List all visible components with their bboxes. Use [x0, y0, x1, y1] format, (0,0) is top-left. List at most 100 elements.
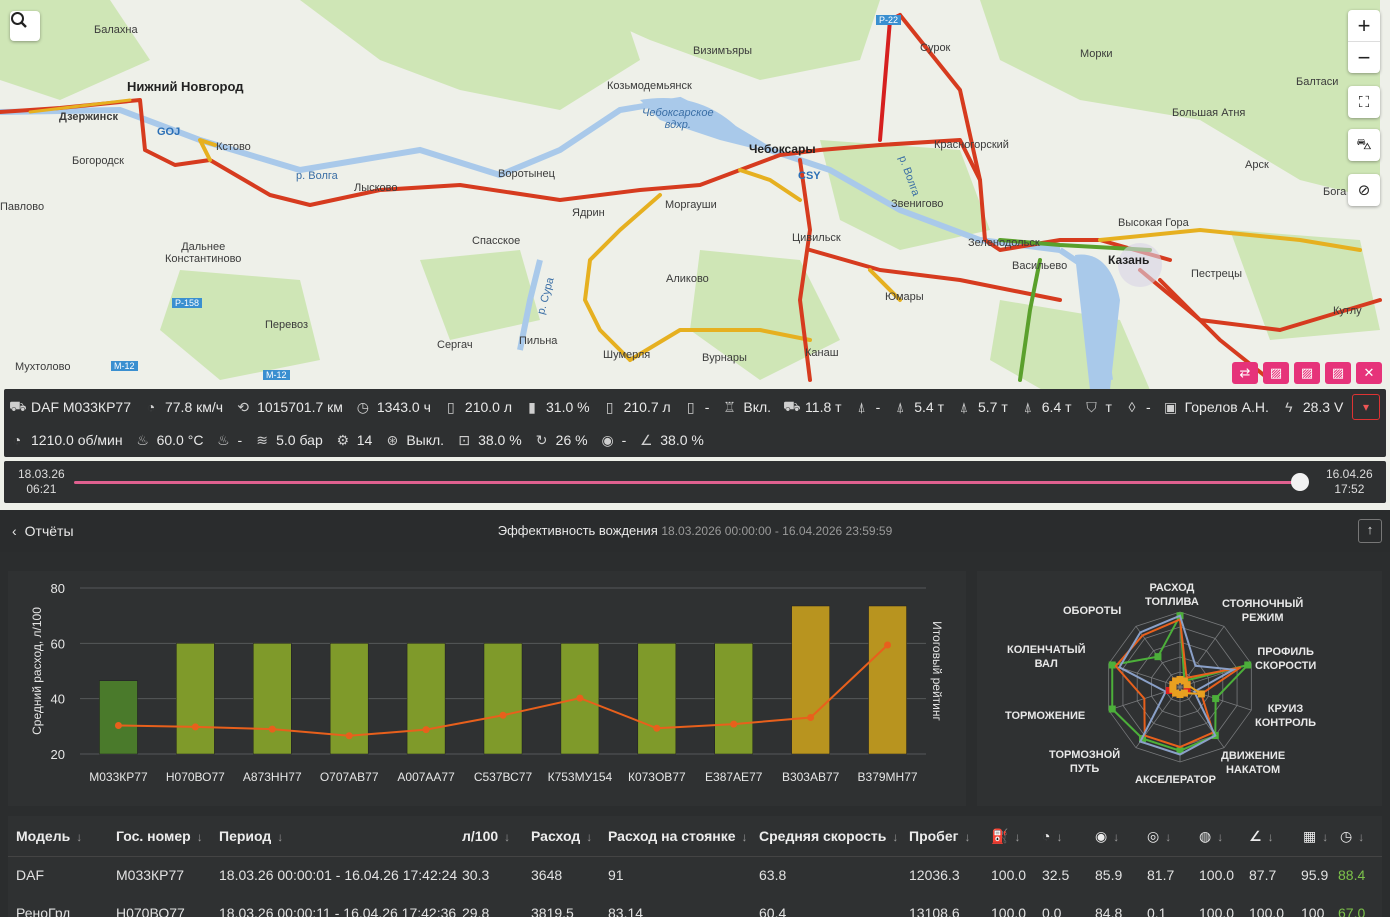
column-header[interactable]: ◎ ↓: [1147, 828, 1171, 845]
column-header[interactable]: Модель ↓: [16, 828, 82, 844]
table-row[interactable]: DAF М033КР77 18.03.26 00:00:01 - 16.04.26 …: [8, 856, 1382, 894]
fuel-icon: ▯: [447, 398, 455, 415]
hide-markers-button[interactable]: ⊘: [1348, 174, 1380, 206]
back-to-reports-link[interactable]: ‹ Отчёты: [12, 523, 74, 539]
telemetry-value: 14: [356, 432, 373, 448]
column-header[interactable]: ◉ ↓: [1095, 828, 1119, 845]
bar[interactable]: [253, 643, 292, 755]
column-header[interactable]: Период ↓: [219, 828, 283, 844]
zoom-out-button[interactable]: −: [1357, 44, 1371, 70]
radar-point[interactable]: [1197, 690, 1205, 698]
radar-point[interactable]: [1180, 689, 1188, 697]
driver-icon: ▣: [1164, 398, 1178, 415]
bar[interactable]: [868, 605, 907, 755]
close-track-button[interactable]: ✕: [1356, 362, 1382, 384]
rating-point[interactable]: [576, 694, 584, 702]
radar-point[interactable]: [1154, 653, 1162, 661]
rating-point[interactable]: [345, 732, 353, 740]
radar-point[interactable]: [1172, 677, 1180, 685]
map-label: Перевоз: [265, 319, 309, 331]
bar[interactable]: [637, 643, 677, 755]
radar-point[interactable]: [1169, 685, 1177, 693]
telemetry-value: 210.0 л: [464, 399, 512, 415]
route-button[interactable]: ⇄: [1232, 362, 1258, 384]
radar-point[interactable]: [1244, 661, 1252, 669]
sort-arrow-icon: ↓: [1113, 830, 1120, 844]
radar-point[interactable]: [1169, 681, 1177, 689]
rating-point[interactable]: [653, 724, 661, 732]
cruise-header-icon: ◉: [1095, 828, 1108, 844]
radar-point[interactable]: [1176, 691, 1184, 698]
accel-icon: ↻: [535, 431, 548, 448]
column-header[interactable]: ◍ ↓: [1199, 828, 1223, 845]
radar-point[interactable]: [1176, 676, 1184, 683]
map-label: Лысково: [354, 182, 398, 194]
rating-point[interactable]: [807, 713, 815, 721]
rating-point[interactable]: [499, 711, 507, 719]
telemetry-value: Горелов А.Н.: [1184, 399, 1269, 415]
column-header[interactable]: ∠ ↓: [1249, 828, 1274, 845]
track-toolbar: ⇄ ▨ ▨ ▨ ✕: [1232, 362, 1382, 384]
radar-point[interactable]: [1165, 686, 1173, 694]
column-header[interactable]: ◔ ↓: [1042, 828, 1062, 844]
rating-point[interactable]: [191, 723, 199, 731]
radar-point[interactable]: [1183, 685, 1191, 693]
expand-report-button[interactable]: ↑: [1358, 519, 1382, 543]
table-row[interactable]: РенoГрд Н070ВО77 18.03.26 00:00:11 - 16.04…: [8, 894, 1382, 917]
bar[interactable]: [483, 643, 523, 755]
axle2-icon: ⍋: [896, 398, 905, 415]
bar[interactable]: [714, 643, 753, 755]
telemetry-item: ⍋ 6.4 т: [1020, 399, 1072, 416]
radar-point[interactable]: [1172, 689, 1180, 697]
hide-stops-button[interactable]: ▨: [1263, 362, 1289, 384]
zoom-in-button[interactable]: +: [1348, 10, 1380, 42]
map-label: М-12: [263, 370, 290, 380]
map-layers-button[interactable]: ⛶: [1348, 86, 1380, 118]
table-cell: 60.4: [759, 905, 787, 917]
column-header[interactable]: ⛽ ↓: [991, 828, 1020, 845]
telemetry-item: ◔ 1210.0 об/мин: [9, 432, 123, 448]
map-view[interactable]: Балахна Нижний Новгород Дзержинск GOJ Кс…: [0, 0, 1390, 510]
column-header[interactable]: ▦ ↓: [1303, 828, 1328, 845]
radar-point[interactable]: [1176, 747, 1184, 755]
timeline-slider[interactable]: 18.03.26 06:21 16.04.26 17:52: [4, 461, 1386, 503]
radar-point[interactable]: [1108, 705, 1116, 713]
bar[interactable]: [99, 680, 138, 755]
bar[interactable]: [176, 643, 215, 755]
sort-arrow-icon: ↓: [1267, 830, 1274, 844]
column-header[interactable]: Расход ↓: [531, 828, 592, 844]
rating-point[interactable]: [268, 725, 276, 733]
bar[interactable]: [406, 643, 446, 755]
radar-point[interactable]: [1183, 681, 1191, 689]
ignition-icon: ♖: [723, 398, 736, 415]
y-tick-label: 60: [51, 636, 65, 651]
column-header[interactable]: ◷ ↓: [1340, 828, 1364, 845]
rating-point[interactable]: [730, 720, 738, 728]
map-search-button[interactable]: [10, 11, 40, 41]
collapse-telemetry-button[interactable]: ▾: [1352, 394, 1380, 420]
radar-axis-label: РАСХОД ТОПЛИВА: [1145, 582, 1199, 608]
column-header[interactable]: Расход на стоянке ↓: [608, 828, 748, 844]
column-header[interactable]: Пробег ↓: [909, 828, 970, 844]
column-header[interactable]: Гос. номер ↓: [116, 828, 203, 844]
column-header[interactable]: л/100 ↓: [462, 828, 510, 844]
traffic-button[interactable]: ⛍: [1348, 129, 1380, 161]
timeline-track[interactable]: [74, 481, 1306, 484]
radar-point[interactable]: [1212, 695, 1220, 703]
sort-arrow-icon: ↓: [76, 830, 83, 844]
hide-events-button[interactable]: ▨: [1294, 362, 1320, 384]
rating-point[interactable]: [114, 722, 122, 730]
map-label: Канаш: [805, 347, 839, 359]
sort-arrow-icon: ↓: [1014, 830, 1021, 844]
rating-point[interactable]: [884, 641, 892, 649]
timeline-handle[interactable]: [1290, 473, 1309, 491]
rating-point[interactable]: [422, 726, 430, 734]
map-label: Балтаси: [1296, 76, 1339, 88]
radar-point[interactable]: [1180, 677, 1188, 685]
column-header[interactable]: Средняя скорость ↓: [759, 828, 898, 844]
x-tick-label: К073ОВ77: [628, 770, 686, 784]
radar-point[interactable]: [1108, 661, 1116, 669]
bar[interactable]: [791, 605, 830, 755]
telemetry-value: 28.3 V: [1302, 399, 1344, 415]
hide-vehicles-button[interactable]: ▨: [1325, 362, 1351, 384]
